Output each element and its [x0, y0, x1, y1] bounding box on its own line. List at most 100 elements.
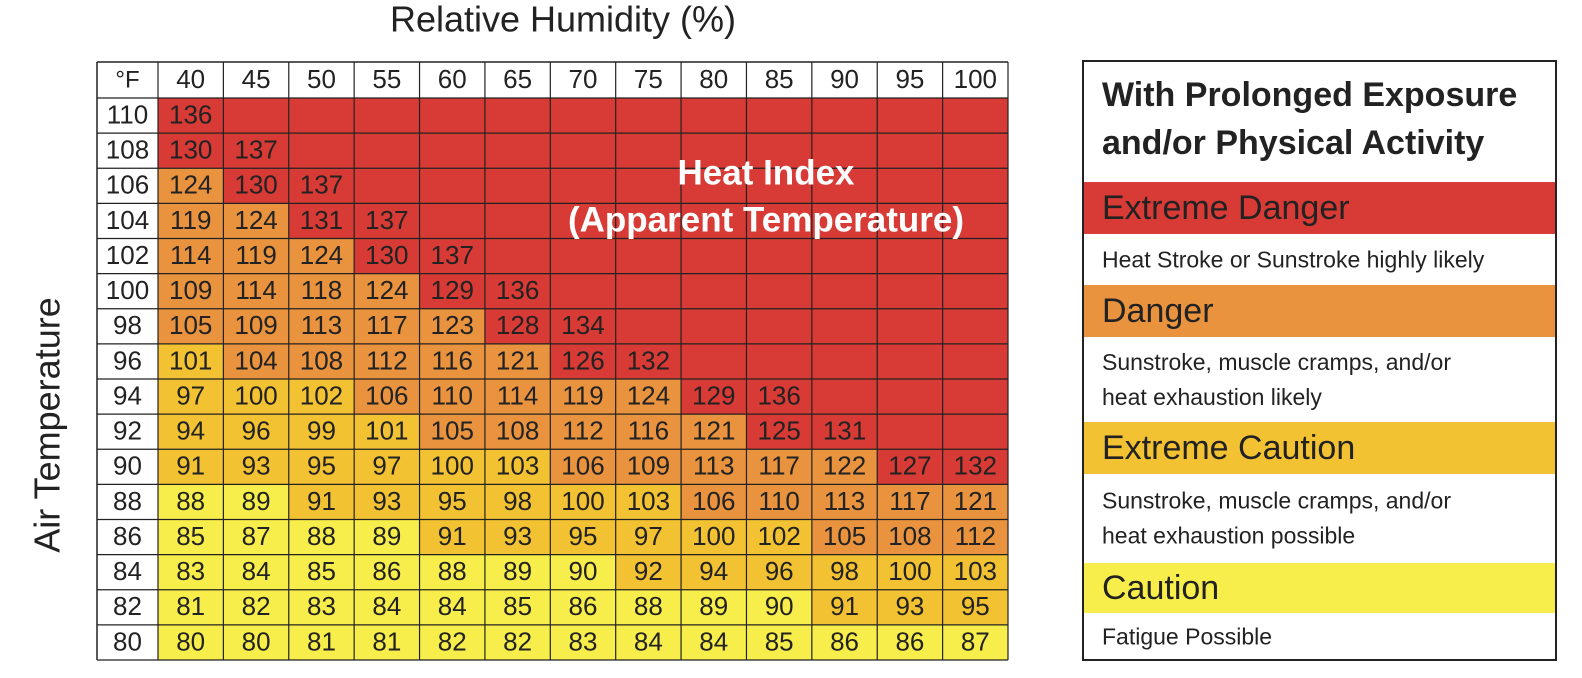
cell-value: 80: [176, 626, 205, 656]
cell-fill: [484, 449, 551, 485]
legend-level: Extreme Danger: [1102, 189, 1350, 227]
cell-fill: [615, 554, 682, 590]
cell-fill: [158, 308, 224, 344]
column-header: 45: [242, 64, 271, 94]
cell-fill: [223, 519, 289, 555]
cell-value: 84: [438, 591, 467, 621]
cell-fill: [615, 414, 682, 450]
row-header: 92: [113, 416, 142, 446]
cell-fill: [484, 308, 551, 344]
cell-value: 97: [634, 521, 663, 551]
cell-value: 112: [955, 521, 996, 551]
cell-fill: [354, 554, 420, 590]
cell-value: 103: [496, 451, 539, 481]
cell-fill: [288, 484, 355, 520]
column-header: 60: [438, 64, 467, 94]
cell-value: 116: [432, 345, 473, 375]
cell-value: 137: [300, 170, 343, 200]
cell-fill: [811, 589, 878, 625]
cell-value: 124: [365, 275, 408, 305]
cell-fill: [223, 624, 289, 660]
cell-value: 95: [307, 451, 336, 481]
cell-fill: [746, 379, 812, 415]
cell-value: 132: [954, 451, 997, 481]
cell-value: 91: [830, 591, 859, 621]
row-header: 80: [113, 626, 142, 656]
cell-fill: [288, 203, 355, 239]
cell-value: 136: [757, 380, 800, 410]
cell-fill: [484, 379, 551, 415]
cell-value: 100: [561, 486, 604, 516]
legend-level: Caution: [1102, 569, 1219, 607]
cell-fill: [419, 554, 485, 590]
cell-value: 85: [765, 626, 794, 656]
cell-fill: [811, 484, 878, 520]
cell-value: 87: [961, 626, 990, 656]
cell-fill: [288, 624, 355, 660]
cell-value: 105: [431, 416, 474, 446]
corner-label: °F: [115, 66, 139, 93]
cell-fill: [223, 168, 289, 204]
cell-value: 83: [307, 591, 336, 621]
cell-fill: [158, 273, 224, 309]
cell-value: 121: [496, 345, 539, 375]
cell-value: 109: [169, 275, 212, 305]
row-header: 90: [113, 451, 142, 481]
cell-fill: [158, 554, 224, 590]
cell-fill: [550, 449, 616, 485]
cell-fill: [615, 624, 682, 660]
cell-value: 123: [431, 310, 474, 340]
cell-fill: [158, 379, 224, 415]
cell-fill: [288, 379, 355, 415]
cell-fill: [223, 308, 289, 344]
legend-band: [1084, 285, 1555, 337]
cell-fill: [550, 414, 616, 450]
cell-fill: [158, 624, 224, 660]
cell-fill: [288, 589, 355, 625]
row-header: 110: [107, 99, 148, 129]
legend-title: With Prolonged Exposure: [1102, 76, 1517, 114]
cell-value: 114: [497, 380, 538, 410]
cell-value: 114: [170, 240, 211, 270]
cell-fill: [681, 379, 747, 415]
cell-fill: [942, 554, 1008, 590]
cell-value: 119: [170, 205, 211, 235]
cell-value: 108: [888, 521, 931, 551]
cell-fill: [158, 238, 224, 274]
cell-value: 113: [301, 310, 342, 340]
cell-fill: [223, 273, 289, 309]
cell-value: 99: [307, 416, 336, 446]
cell-fill: [877, 554, 943, 590]
cell-value: 80: [242, 626, 271, 656]
cell-fill: [354, 308, 420, 344]
cell-value: 105: [169, 310, 212, 340]
cell-value: 86: [372, 556, 401, 586]
cell-value: 116: [628, 416, 669, 446]
cell-value: 101: [365, 416, 408, 446]
cell-value: 124: [627, 380, 670, 410]
column-header: 90: [830, 64, 859, 94]
cell-value: 113: [824, 486, 865, 516]
cell-value: 97: [372, 451, 401, 481]
row-header: 98: [113, 310, 142, 340]
cell-fill: [354, 343, 420, 379]
cell-value: 98: [503, 486, 532, 516]
cell-fill: [550, 519, 616, 555]
cell-fill: [942, 484, 1008, 520]
cell-fill: [484, 273, 551, 309]
cell-value: 84: [699, 626, 728, 656]
cell-fill: [681, 449, 747, 485]
row-header: 106: [106, 170, 149, 200]
column-header: 80: [699, 64, 728, 94]
cell-value: 113: [693, 451, 734, 481]
cell-value: 126: [561, 345, 604, 375]
cell-fill: [419, 343, 485, 379]
cell-fill: [419, 238, 485, 274]
cell-fill: [615, 589, 682, 625]
cell-fill: [550, 554, 616, 590]
cell-value: 93: [242, 451, 271, 481]
cell-value: 94: [176, 416, 205, 446]
cell-value: 100: [234, 380, 277, 410]
cell-fill: [484, 343, 551, 379]
